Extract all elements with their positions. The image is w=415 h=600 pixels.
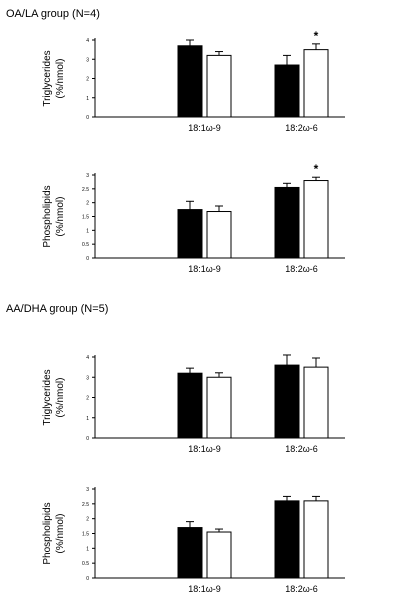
group-title-oa-la: OA/LA group (N=4) xyxy=(6,8,100,20)
y-axis-label: Triglycerides xyxy=(42,50,53,106)
y-tick-label: 4 xyxy=(86,38,89,44)
y-tick-label: 1.5 xyxy=(82,532,89,538)
significance-marker: * xyxy=(314,162,319,176)
y-tick-label: 0.5 xyxy=(82,242,89,248)
y-tick-label: 0 xyxy=(86,436,89,442)
y-tick-label: 1 xyxy=(86,546,89,552)
y-tick-label: 0.5 xyxy=(82,561,89,567)
y-tick-label: 3 xyxy=(86,173,89,179)
bar xyxy=(274,186,300,259)
y-tick-label: 3 xyxy=(86,57,89,63)
category-label: 18:2ω-6 xyxy=(285,123,318,133)
bar xyxy=(177,372,203,439)
y-axis-label: Triglycerides xyxy=(42,369,53,425)
y-tick-label: 2 xyxy=(86,77,89,83)
y-tick-label: 2.5 xyxy=(82,187,89,193)
y-axis-unit: (%/nmol) xyxy=(55,58,66,98)
significance-marker: * xyxy=(314,29,319,43)
bar xyxy=(274,500,300,579)
y-axis-unit: (%/nmol) xyxy=(55,513,66,553)
y-tick-label: 2 xyxy=(86,396,89,402)
y-tick-label: 0 xyxy=(86,576,89,582)
bar xyxy=(177,209,203,259)
bar xyxy=(206,211,232,259)
category-label: 18:1ω-9 xyxy=(188,123,221,133)
y-tick-label: 1 xyxy=(86,228,89,234)
y-tick-label: 1 xyxy=(86,416,89,422)
y-tick-label: 3 xyxy=(86,487,89,493)
y-tick-label: 2.5 xyxy=(82,502,89,508)
bar xyxy=(206,531,232,579)
y-axis-unit: (%/nmol) xyxy=(55,377,66,417)
bar xyxy=(177,527,203,579)
y-tick-label: 1.5 xyxy=(82,215,89,221)
category-label: 18:1ω-9 xyxy=(188,444,221,454)
bar xyxy=(303,180,329,259)
y-tick-label: 2 xyxy=(86,517,89,523)
bar xyxy=(303,49,329,118)
bar xyxy=(177,45,203,118)
y-tick-label: 2 xyxy=(86,201,89,207)
bar xyxy=(303,500,329,579)
y-axis-label: Phospholipids xyxy=(42,185,53,247)
bar xyxy=(274,364,300,439)
bar xyxy=(206,54,232,118)
bar xyxy=(303,366,329,439)
y-tick-label: 0 xyxy=(86,115,89,121)
bar xyxy=(274,64,300,118)
group-title-aa-dha: AA/DHA group (N=5) xyxy=(6,303,109,315)
y-tick-label: 0 xyxy=(86,256,89,262)
category-label: 18:1ω-9 xyxy=(188,584,221,594)
category-label: 18:2ω-6 xyxy=(285,444,318,454)
category-label: 18:2ω-6 xyxy=(285,264,318,274)
y-axis-label: Phospholipids xyxy=(42,502,53,564)
y-axis-unit: (%/nmol) xyxy=(55,196,66,236)
y-tick-label: 4 xyxy=(86,355,89,361)
category-label: 18:1ω-9 xyxy=(188,264,221,274)
y-tick-label: 1 xyxy=(86,96,89,102)
bar xyxy=(206,376,232,439)
category-label: 18:2ω-6 xyxy=(285,584,318,594)
y-tick-label: 3 xyxy=(86,375,89,381)
